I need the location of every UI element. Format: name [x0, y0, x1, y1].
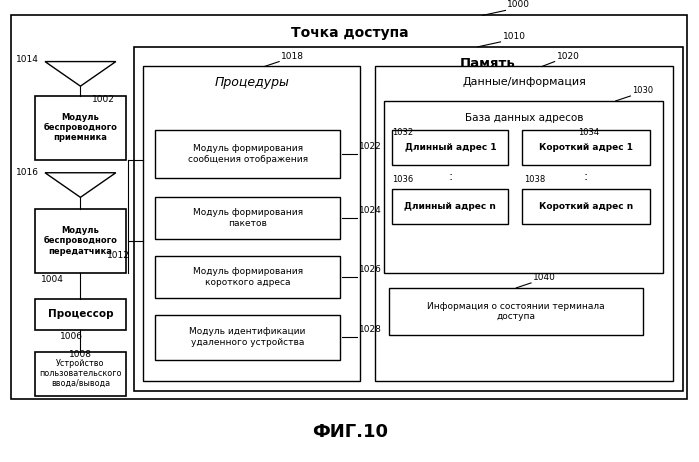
Text: 1018: 1018 — [281, 52, 304, 61]
Text: Короткий адрес n: Короткий адрес n — [539, 202, 633, 211]
Text: 1026: 1026 — [359, 265, 382, 274]
Text: Процедуры: Процедуры — [214, 76, 289, 89]
Text: 1032: 1032 — [392, 128, 413, 138]
Bar — [134, 47, 682, 391]
Bar — [392, 130, 508, 165]
Text: База данных адресов: База данных адресов — [465, 113, 584, 122]
Text: 1038: 1038 — [524, 175, 545, 184]
Bar — [155, 256, 340, 298]
Bar — [155, 316, 340, 360]
Text: 1024: 1024 — [359, 206, 382, 215]
Bar — [35, 209, 126, 273]
Text: Данные/информация: Данные/информация — [462, 77, 586, 87]
Text: Модуль
беспроводного
приемника: Модуль беспроводного приемника — [43, 113, 117, 142]
Text: Точка доступа: Точка доступа — [291, 26, 409, 40]
Text: 1034: 1034 — [578, 128, 599, 138]
Bar — [10, 15, 687, 399]
Bar — [389, 288, 643, 335]
Text: 1016: 1016 — [15, 168, 38, 177]
Text: 1014: 1014 — [15, 55, 38, 64]
Text: :: : — [448, 170, 452, 183]
Bar — [375, 67, 672, 381]
Bar — [35, 298, 126, 330]
Text: Модуль
беспроводного
передатчика: Модуль беспроводного передатчика — [43, 226, 117, 255]
Text: ФИГ.10: ФИГ.10 — [312, 424, 388, 442]
Bar — [384, 101, 663, 273]
Text: Процессор: Процессор — [48, 310, 113, 319]
Text: 1030: 1030 — [633, 86, 654, 95]
Text: Модуль идентификации
удаленного устройства: Модуль идентификации удаленного устройст… — [189, 328, 306, 347]
Bar — [35, 352, 126, 396]
Text: Короткий адрес 1: Короткий адрес 1 — [539, 143, 633, 152]
Text: 1000: 1000 — [507, 0, 531, 9]
Text: Память: Память — [460, 57, 516, 70]
Text: 1036: 1036 — [392, 175, 414, 184]
Text: 1010: 1010 — [503, 32, 526, 41]
Text: Длинный адрес n: Длинный адрес n — [405, 202, 496, 211]
Text: Устройство
пользовательского
ввода/вывода: Устройство пользовательского ввода/вывод… — [39, 359, 122, 389]
Bar — [155, 130, 340, 178]
Text: :: : — [584, 170, 589, 183]
Bar — [155, 197, 340, 239]
Bar — [392, 189, 508, 224]
Text: 1004: 1004 — [41, 275, 64, 284]
Text: 1020: 1020 — [556, 52, 579, 61]
Text: 1006: 1006 — [59, 332, 82, 341]
Text: Модуль формирования
сообщения отображения: Модуль формирования сообщения отображени… — [187, 144, 308, 164]
Text: 1028: 1028 — [359, 325, 382, 334]
Text: 1022: 1022 — [359, 142, 382, 151]
Text: Модуль формирования
пакетов: Модуль формирования пакетов — [193, 208, 303, 228]
Text: Длинный адрес 1: Длинный адрес 1 — [405, 143, 496, 152]
Text: Информация о состоянии терминала
доступа: Информация о состоянии терминала доступа — [428, 302, 605, 321]
Bar — [522, 130, 650, 165]
Text: 1008: 1008 — [69, 350, 92, 359]
Text: 1012: 1012 — [107, 251, 130, 261]
Bar — [35, 96, 126, 160]
Bar — [522, 189, 650, 224]
Bar — [143, 67, 360, 381]
Text: 1040: 1040 — [533, 273, 556, 282]
Text: Модуль формирования
короткого адреса: Модуль формирования короткого адреса — [193, 267, 303, 287]
Text: 1002: 1002 — [92, 95, 115, 104]
